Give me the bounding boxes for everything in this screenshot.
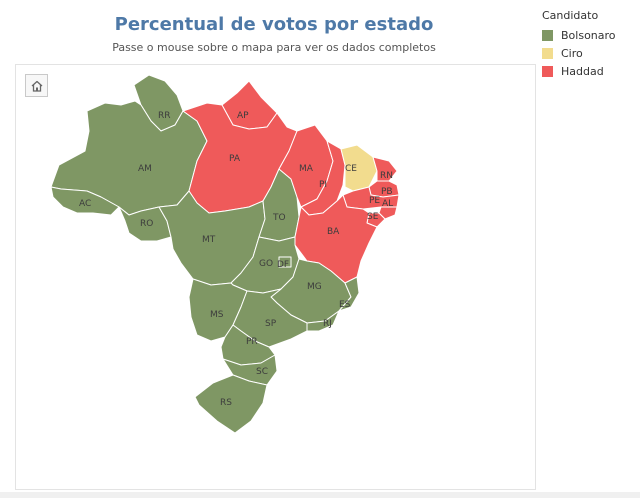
- state-label-mt: MT: [202, 235, 216, 245]
- legend-item-ciro[interactable]: Ciro: [542, 44, 616, 62]
- home-icon: [31, 80, 42, 92]
- legend-swatch-haddad: [542, 65, 553, 77]
- state-label-rn: RN: [380, 171, 393, 181]
- state-label-se: SE: [367, 212, 379, 222]
- state-label-ba: BA: [327, 227, 340, 237]
- home-button[interactable]: [25, 74, 48, 97]
- state-label-al: AL: [382, 199, 393, 209]
- state-label-rj: RJ: [323, 319, 332, 329]
- legend-label-ciro: Ciro: [561, 46, 583, 60]
- state-es[interactable]: [338, 276, 360, 312]
- state-label-ma: MA: [299, 164, 314, 174]
- state-label-ms: MS: [210, 310, 224, 320]
- legend-swatch-ciro: [542, 47, 553, 59]
- state-label-to: TO: [272, 213, 286, 223]
- page-subtitle: Passe o mouse sobre o mapa para ver os d…: [112, 41, 436, 54]
- state-label-pb: PB: [381, 187, 393, 197]
- state-label-ce: CE: [345, 164, 357, 174]
- map-container[interactable]: RR AP AM PA AC RO MT TO MA PI CE RN PB P…: [15, 64, 536, 490]
- state-label-am: AM: [138, 164, 152, 174]
- legend-item-bolsonaro[interactable]: Bolsonaro: [542, 26, 616, 44]
- state-label-rs: RS: [220, 398, 232, 408]
- state-label-sc: SC: [256, 367, 268, 377]
- state-label-es: ES: [339, 300, 351, 310]
- state-label-go: GO: [259, 259, 273, 269]
- state-label-ac: AC: [79, 199, 91, 209]
- footer-bar: [0, 492, 640, 498]
- state-label-mg: MG: [307, 282, 322, 292]
- state-df[interactable]: [278, 256, 292, 268]
- page-title: Percentual de votos por estado: [114, 14, 434, 35]
- state-rs[interactable]: [194, 374, 268, 434]
- legend-title: Candidato: [542, 9, 599, 22]
- legend-item-haddad[interactable]: Haddad: [542, 62, 616, 80]
- state-label-pi: PI: [319, 180, 327, 190]
- legend: Candidato Bolsonaro Ciro Haddad: [542, 9, 616, 80]
- legend-label-haddad: Haddad: [561, 64, 604, 78]
- state-label-pe: PE: [369, 196, 380, 206]
- state-label-pr: PR: [246, 337, 258, 347]
- state-label-ap: AP: [237, 111, 249, 121]
- state-al[interactable]: [378, 206, 398, 220]
- state-label-sp: SP: [265, 319, 277, 329]
- state-label-rr: RR: [158, 111, 171, 121]
- state-label-df: DF: [277, 260, 289, 270]
- legend-label-bolsonaro: Bolsonaro: [561, 28, 616, 42]
- legend-swatch-bolsonaro: [542, 29, 553, 41]
- state-ba[interactable]: [294, 194, 378, 284]
- state-ac[interactable]: [50, 186, 120, 216]
- state-label-ro: RO: [140, 219, 153, 229]
- state-label-pa: PA: [229, 154, 241, 164]
